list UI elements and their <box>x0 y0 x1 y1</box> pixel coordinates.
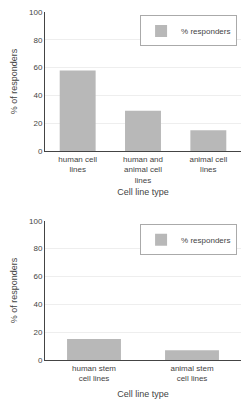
svg-text:animal stemcell lines: animal stemcell lines <box>170 364 213 383</box>
svg-text:% responders: % responders <box>181 27 230 36</box>
svg-text:human celllines: human celllines <box>58 155 97 174</box>
svg-text:80: 80 <box>33 36 42 45</box>
svg-text:0: 0 <box>38 356 43 365</box>
svg-text:60: 60 <box>33 272 42 281</box>
svg-text:20: 20 <box>33 119 42 128</box>
svg-text:% of responders: % of responders <box>9 48 19 114</box>
svg-text:100: 100 <box>29 217 43 226</box>
svg-text:60: 60 <box>33 63 42 72</box>
svg-text:20: 20 <box>33 328 42 337</box>
svg-text:human andanimal celllines: human andanimal celllines <box>123 155 163 185</box>
svg-text:animal celllines: animal celllines <box>189 155 227 174</box>
svg-text:% of responders: % of responders <box>9 257 19 323</box>
svg-text:0: 0 <box>38 147 43 156</box>
svg-text:human stemcell lines: human stemcell lines <box>72 364 116 383</box>
svg-text:100: 100 <box>29 8 43 17</box>
svg-text:% responders: % responders <box>181 236 230 245</box>
svg-text:80: 80 <box>33 244 42 253</box>
svg-text:Cell line type: Cell line type <box>117 187 169 197</box>
svg-text:40: 40 <box>33 91 42 100</box>
svg-text:40: 40 <box>33 300 42 309</box>
svg-text:Cell line type: Cell line type <box>117 389 169 399</box>
